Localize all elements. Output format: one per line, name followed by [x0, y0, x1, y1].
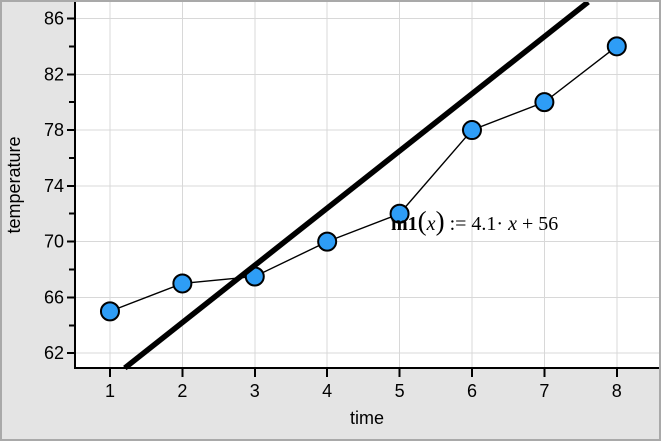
y-tick-label: 82 [44, 64, 64, 84]
x-tick-label: 7 [539, 381, 549, 401]
fit-equation-label[interactable]: m1(x) := 4.1· x + 56 [391, 205, 558, 240]
y-tick-label: 70 [44, 232, 64, 252]
y-tick-label: 78 [44, 120, 64, 140]
y-tick-label: 62 [44, 343, 64, 363]
data-point[interactable] [317, 231, 338, 252]
x-tick-label: 8 [612, 381, 622, 401]
data-point[interactable] [172, 273, 193, 294]
y-tick-label: 86 [44, 8, 64, 28]
y-axis-title: temperature [4, 136, 24, 233]
y-tick-label: 74 [44, 176, 64, 196]
fit-equation-segment: x [426, 213, 436, 235]
movable-fit-line[interactable] [123, 0, 590, 371]
fit-equation-segment: ( [417, 206, 427, 236]
x-tick-label: 2 [177, 381, 187, 401]
fit-equation-segment: · [496, 213, 509, 235]
x-tick-label: 4 [322, 381, 332, 401]
fit-equation-segment: + 56 [516, 213, 559, 235]
y-tick-label: 66 [44, 287, 64, 307]
fit-equation-segment: x [508, 213, 517, 235]
x-axis-title: time [350, 408, 384, 428]
data-point[interactable] [461, 120, 482, 141]
fit-equation-segment: := 4.1 [444, 213, 497, 235]
plot-area [75, 2, 659, 368]
x-tick-label: 6 [467, 381, 477, 401]
data-point[interactable] [99, 301, 120, 322]
data-point[interactable] [606, 36, 627, 57]
fit-equation-segment: m1 [391, 213, 418, 235]
data-point[interactable] [534, 92, 555, 113]
x-tick-label: 1 [105, 381, 115, 401]
connecting-line [109, 45, 618, 313]
x-tick-label: 5 [395, 381, 405, 401]
fit-equation-segment: ) [435, 206, 445, 236]
data-point[interactable] [389, 203, 410, 224]
x-tick-label: 3 [250, 381, 260, 401]
